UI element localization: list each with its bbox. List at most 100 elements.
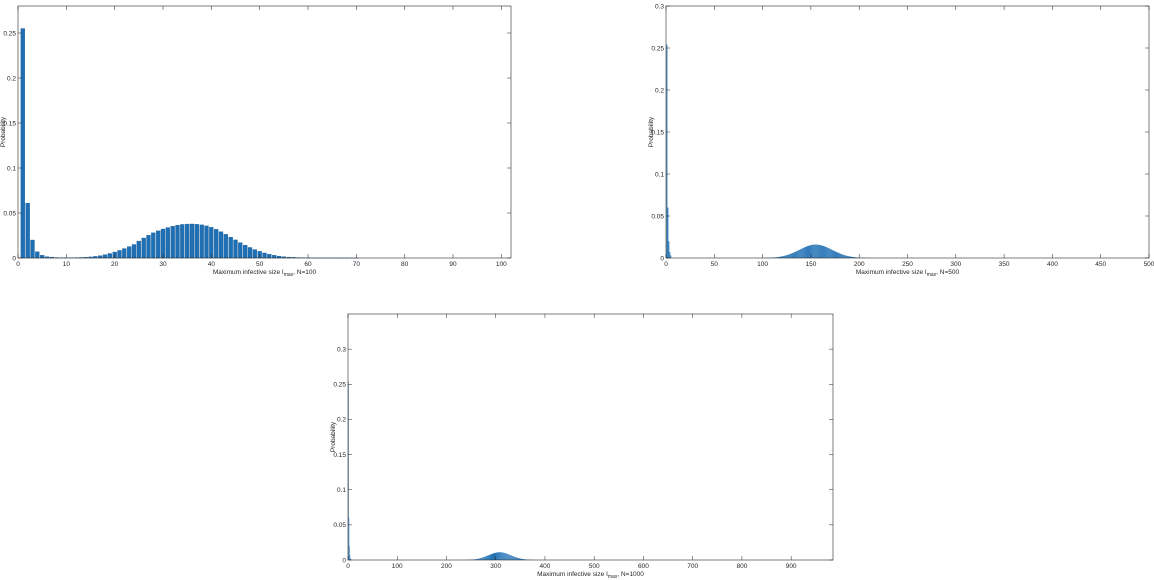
bar (498, 552, 499, 560)
bar (523, 559, 525, 560)
bar (170, 226, 175, 259)
y-tick-label: 0.15 (651, 129, 664, 136)
bar (524, 559, 526, 560)
bar (481, 557, 483, 560)
x-tick-label: 800 (736, 563, 747, 570)
bar (514, 556, 516, 560)
chart-panel-n1000: 0 100 200 300 400 500 600 700 800 900 0 0.05 0.1 0.15… (320, 302, 840, 580)
x-tick-label: 700 (687, 563, 698, 570)
x-axis-label-subscript: max (608, 574, 618, 580)
bar (844, 255, 846, 258)
bar (667, 207, 669, 258)
bar (520, 558, 522, 560)
bar (521, 558, 522, 560)
bar (824, 246, 826, 258)
bar (520, 558, 521, 560)
bar (789, 254, 791, 258)
bar (807, 245, 809, 258)
bar (798, 249, 800, 258)
bar (185, 223, 190, 259)
bar (189, 223, 195, 259)
bar (508, 554, 509, 560)
bar (497, 552, 498, 560)
bar (477, 558, 479, 560)
axes-box (347, 313, 834, 561)
bar (806, 246, 808, 258)
bar (483, 557, 484, 560)
bar (519, 558, 521, 560)
bar (25, 202, 30, 259)
bar (848, 256, 850, 258)
bar (816, 244, 818, 258)
x-axis-label-main: Maximum infective size I (856, 269, 927, 276)
bar (481, 557, 482, 560)
bar (817, 244, 819, 258)
bar (828, 248, 830, 258)
bar (852, 257, 854, 258)
bar (852, 256, 853, 258)
x-tick-label: 350 (999, 261, 1010, 268)
bar (517, 557, 519, 560)
bar (487, 555, 488, 560)
bar (194, 224, 199, 259)
bar (791, 253, 793, 258)
bar (496, 552, 498, 560)
y-tick-label: 0.05 (651, 213, 664, 220)
bar-chart-n1000: 0 100 200 300 400 500 600 700 800 900 0 0.05 0.1 0.15… (330, 313, 834, 580)
bar (795, 251, 796, 258)
bar (502, 552, 503, 560)
y-tick-label: 0 (660, 255, 664, 262)
bar (811, 244, 813, 258)
bar (489, 554, 491, 560)
bar (833, 250, 835, 258)
x-tick-label: 500 (1144, 261, 1154, 268)
bar (485, 556, 487, 560)
y-tick-label: 0.05 (3, 210, 16, 217)
bar (849, 256, 850, 258)
bar (855, 257, 857, 258)
y-tick-label: 0.1 (337, 487, 346, 494)
bar (348, 517, 350, 560)
bar (838, 253, 840, 258)
bar (515, 557, 517, 560)
bar (514, 556, 515, 560)
bar (822, 245, 823, 258)
bar (776, 257, 778, 258)
bar (851, 256, 852, 258)
bar (204, 225, 209, 259)
bar (151, 232, 156, 259)
bar (503, 552, 505, 560)
x-axis-label: Maximum infective size Imax, N=500 (856, 269, 960, 278)
bar (473, 559, 475, 560)
bar (785, 255, 787, 258)
bar (209, 227, 214, 259)
bar (180, 224, 185, 259)
x-tick-label: 50 (256, 261, 264, 268)
y-axis-label: Probability (648, 116, 655, 147)
y-tick-label: 0.2 (655, 87, 664, 94)
bar (501, 552, 503, 560)
bar (131, 244, 137, 259)
bar (517, 557, 518, 560)
bar (348, 381, 349, 560)
bar (495, 552, 497, 560)
bar (839, 253, 841, 258)
x-axis-label-main: Maximum infective size I (213, 269, 284, 276)
bar (782, 256, 784, 258)
bar (107, 253, 112, 259)
bar (783, 255, 785, 258)
bar (487, 555, 489, 560)
bar (507, 554, 509, 560)
bar (804, 247, 806, 258)
bar (512, 555, 513, 560)
bar (820, 245, 821, 258)
bar (794, 252, 795, 258)
bar (850, 256, 851, 258)
bar (505, 553, 506, 560)
bar-chart-n100: 0 10 20 30 40 50 60 70 80 90 100 0 0.05 0.1 0.15 0.2 0.2… (0, 5, 512, 278)
bar (842, 254, 844, 258)
bar (506, 553, 508, 560)
y-tick-label: 0 (342, 557, 346, 564)
bar (482, 557, 484, 560)
bar (825, 247, 827, 258)
